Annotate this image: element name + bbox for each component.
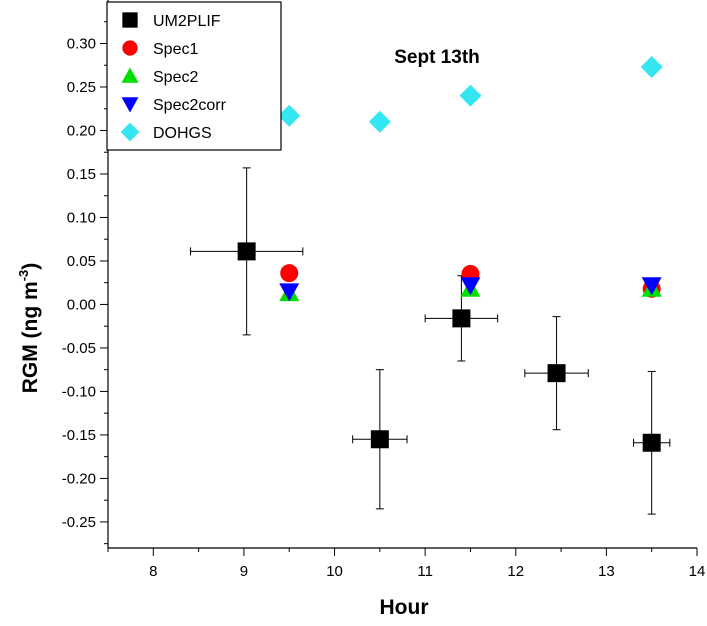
y-tick-label: 0.30: [67, 35, 96, 52]
legend: UM2PLIF Spec1 Spec2 Spec2corr DOHGS: [106, 1, 282, 151]
legend-label-spec1: Spec1: [153, 41, 198, 58]
point-dohgs: [459, 84, 482, 107]
legend-marker-dohgs: [120, 122, 140, 142]
point-um2plif: [452, 309, 471, 328]
y-tick-label: -0.10: [62, 383, 96, 400]
y-axis-title: RGM (ng m-3): [16, 263, 42, 394]
y-tick-label: 0.00: [67, 296, 96, 313]
point-spec2corr: [641, 277, 662, 296]
chart-title: Sept 13th: [394, 47, 480, 68]
y-tick-label: 0.10: [67, 209, 96, 226]
y-axis-title-superscript: -3: [16, 270, 31, 282]
point-um2plif: [370, 430, 389, 449]
x-tick-label: 9: [240, 563, 248, 580]
point-dohgs: [368, 110, 391, 133]
point-spec2corr: [279, 283, 300, 302]
y-tick-label: 0.25: [67, 79, 96, 96]
x-tick-label: 8: [149, 563, 157, 580]
legend-label-dohgs: DOHGS: [153, 125, 212, 142]
x-tick-label: 10: [326, 563, 343, 580]
y-tick-label: 0.05: [67, 253, 96, 270]
legend-marker-spec2corr: [121, 97, 139, 113]
legend-label-spec2corr: Spec2corr: [153, 97, 227, 114]
x-tick-label: 12: [507, 563, 524, 580]
error-bars: [189, 167, 671, 515]
x-tick-label: 11: [417, 563, 433, 580]
legend-marker-spec2: [121, 67, 139, 83]
legend-label-spec2: Spec2: [153, 69, 198, 86]
y-tick-label: -0.05: [62, 340, 96, 357]
point-spec1: [280, 264, 299, 283]
point-spec2corr: [460, 277, 481, 296]
y-axis-title-close: ): [19, 263, 42, 270]
legend-label-um2plif: UM2PLIF: [153, 13, 221, 30]
y-tick-label: 0.15: [67, 166, 96, 183]
point-um2plif: [547, 364, 566, 383]
point-dohgs: [278, 104, 301, 127]
x-tick-label: 14: [689, 563, 706, 580]
y-tick-label: -0.15: [62, 427, 96, 444]
point-um2plif: [642, 433, 661, 452]
y-tick-label: 0.20: [67, 122, 96, 139]
x-axis-title: Hour: [380, 596, 429, 619]
legend-marker-um2plif: [122, 12, 138, 28]
data-markers: [237, 55, 663, 452]
y-axis-title-main: RGM (ng m: [19, 281, 42, 393]
y-tick-label: -0.20: [62, 470, 96, 487]
legend-marker-spec1: [122, 40, 138, 56]
y-tick-label: -0.25: [62, 514, 96, 531]
x-tick-label: 13: [598, 563, 615, 580]
point-um2plif: [237, 242, 256, 261]
point-dohgs: [640, 55, 663, 78]
